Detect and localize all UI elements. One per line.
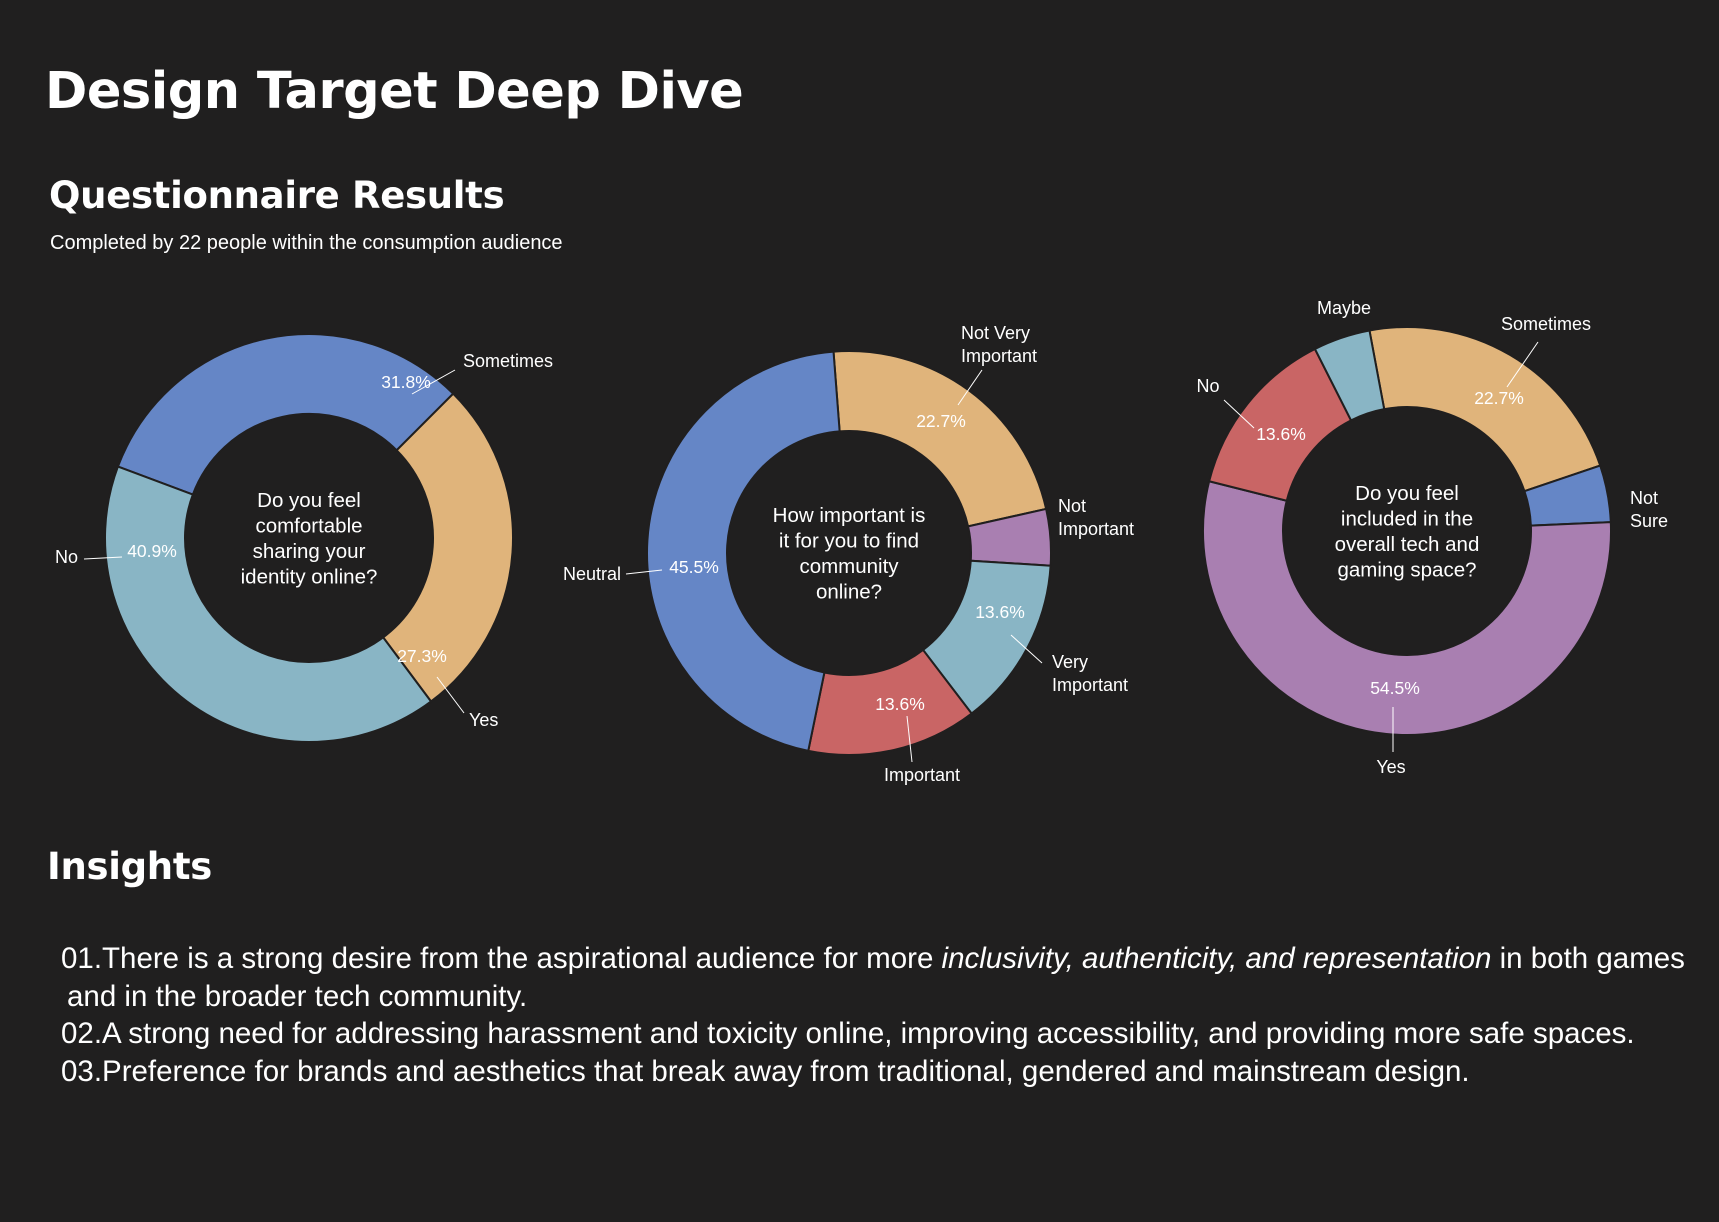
donut-chart: 22.7% Not Very Important Not Important 13.6% V…	[563, 323, 1134, 785]
data-label: 13.6%	[1256, 424, 1306, 444]
leader-line	[436, 676, 465, 714]
donut-slice	[832, 350, 1048, 528]
insight-item: 01.There is a strong desire from the asp…	[61, 940, 1701, 1015]
category-label: Not Very Important	[961, 323, 1037, 366]
leader-line	[906, 715, 913, 763]
category-label: Not Important	[1058, 496, 1134, 539]
data-label: 13.6%	[975, 602, 1025, 622]
section-title: Questionnaire Results	[49, 174, 505, 217]
page-title: Design Target Deep Dive	[45, 62, 744, 121]
category-label: No	[1196, 376, 1219, 396]
category-label: Sometimes	[463, 351, 553, 371]
category-label: Yes	[1376, 757, 1405, 777]
category-label: Important	[884, 765, 960, 785]
leader-line	[1010, 634, 1043, 664]
donut-slice	[104, 465, 433, 743]
insight-number: 03.	[61, 1054, 103, 1088]
leader-line	[957, 369, 983, 406]
subtitle: Completed by 22 people within the consum…	[50, 232, 563, 254]
insight-text: There is a strong desire from the aspira…	[102, 942, 942, 975]
leader-line	[83, 556, 123, 560]
chart-title: How important is it for you to find commun…	[773, 504, 926, 604]
leader-line	[1223, 399, 1255, 429]
insight-text: Preference for brands and aesthetics tha…	[102, 1054, 1470, 1088]
data-label: 54.5%	[1370, 678, 1420, 698]
insights-title: Insights	[47, 845, 212, 888]
leader-line	[625, 569, 663, 575]
insight-text: A strong need for addressing harassment …	[102, 1017, 1635, 1050]
insight-emphasis: inclusivity, authenticity, and represent…	[941, 942, 1492, 975]
data-label: 27.3%	[397, 646, 447, 666]
donut-slice	[1202, 480, 1612, 736]
chart-title: Do you feel included in the overall tech a…	[1335, 482, 1480, 582]
donut-slice	[1313, 329, 1386, 422]
insight-number: 01.	[61, 942, 103, 975]
chart-title: Do you feel comfortable sharing your identi…	[241, 489, 378, 589]
data-label: 45.5%	[669, 557, 719, 577]
category-label: Maybe	[1317, 298, 1371, 318]
insight-item: 02.A strong need for addressing harassme…	[61, 1015, 1701, 1053]
data-label: 22.7%	[916, 411, 966, 431]
donut-chart: 31.8% Sometimes 27.3% Yes 40.9% No Do you feel…	[55, 333, 553, 743]
category-label: Very Important	[1052, 652, 1128, 695]
insight-text-end: in both games and in the broader tech co…	[67, 942, 1685, 1013]
data-label: 22.7%	[1474, 388, 1524, 408]
insights-list: 01.There is a strong desire from the asp…	[61, 940, 1701, 1090]
donut-chart: 22.7% Sometimes Not Sure 54.5% Yes 13.6% No Mayb…	[1196, 298, 1668, 777]
category-label: Sometimes	[1501, 314, 1591, 334]
data-label: 31.8%	[381, 372, 431, 392]
insight-number: 02.	[61, 1017, 103, 1050]
leader-line	[411, 369, 456, 395]
data-label: 40.9%	[127, 541, 177, 561]
category-label: Not Sure	[1630, 488, 1668, 531]
category-label: No	[55, 547, 78, 567]
insight-item: 03.Preference for brands and aesthetics …	[61, 1053, 1701, 1091]
donut-slice	[381, 392, 514, 703]
data-label: 13.6%	[875, 694, 925, 714]
donut-slice	[1368, 326, 1602, 493]
category-label: Yes	[469, 710, 498, 730]
donut-slice	[646, 350, 841, 753]
leader-line	[1506, 341, 1539, 388]
category-label: Neutral	[563, 564, 621, 584]
donut-slice	[116, 333, 455, 496]
